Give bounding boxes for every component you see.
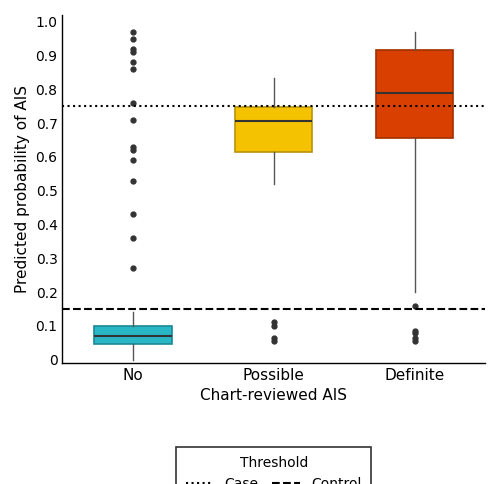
PathPatch shape	[376, 50, 454, 138]
Legend: Case, Control: Case, Control	[176, 447, 372, 484]
PathPatch shape	[235, 107, 312, 152]
Y-axis label: Predicted probability of AIS: Predicted probability of AIS	[15, 85, 30, 293]
X-axis label: Chart-reviewed AIS: Chart-reviewed AIS	[200, 389, 347, 404]
PathPatch shape	[94, 326, 172, 345]
